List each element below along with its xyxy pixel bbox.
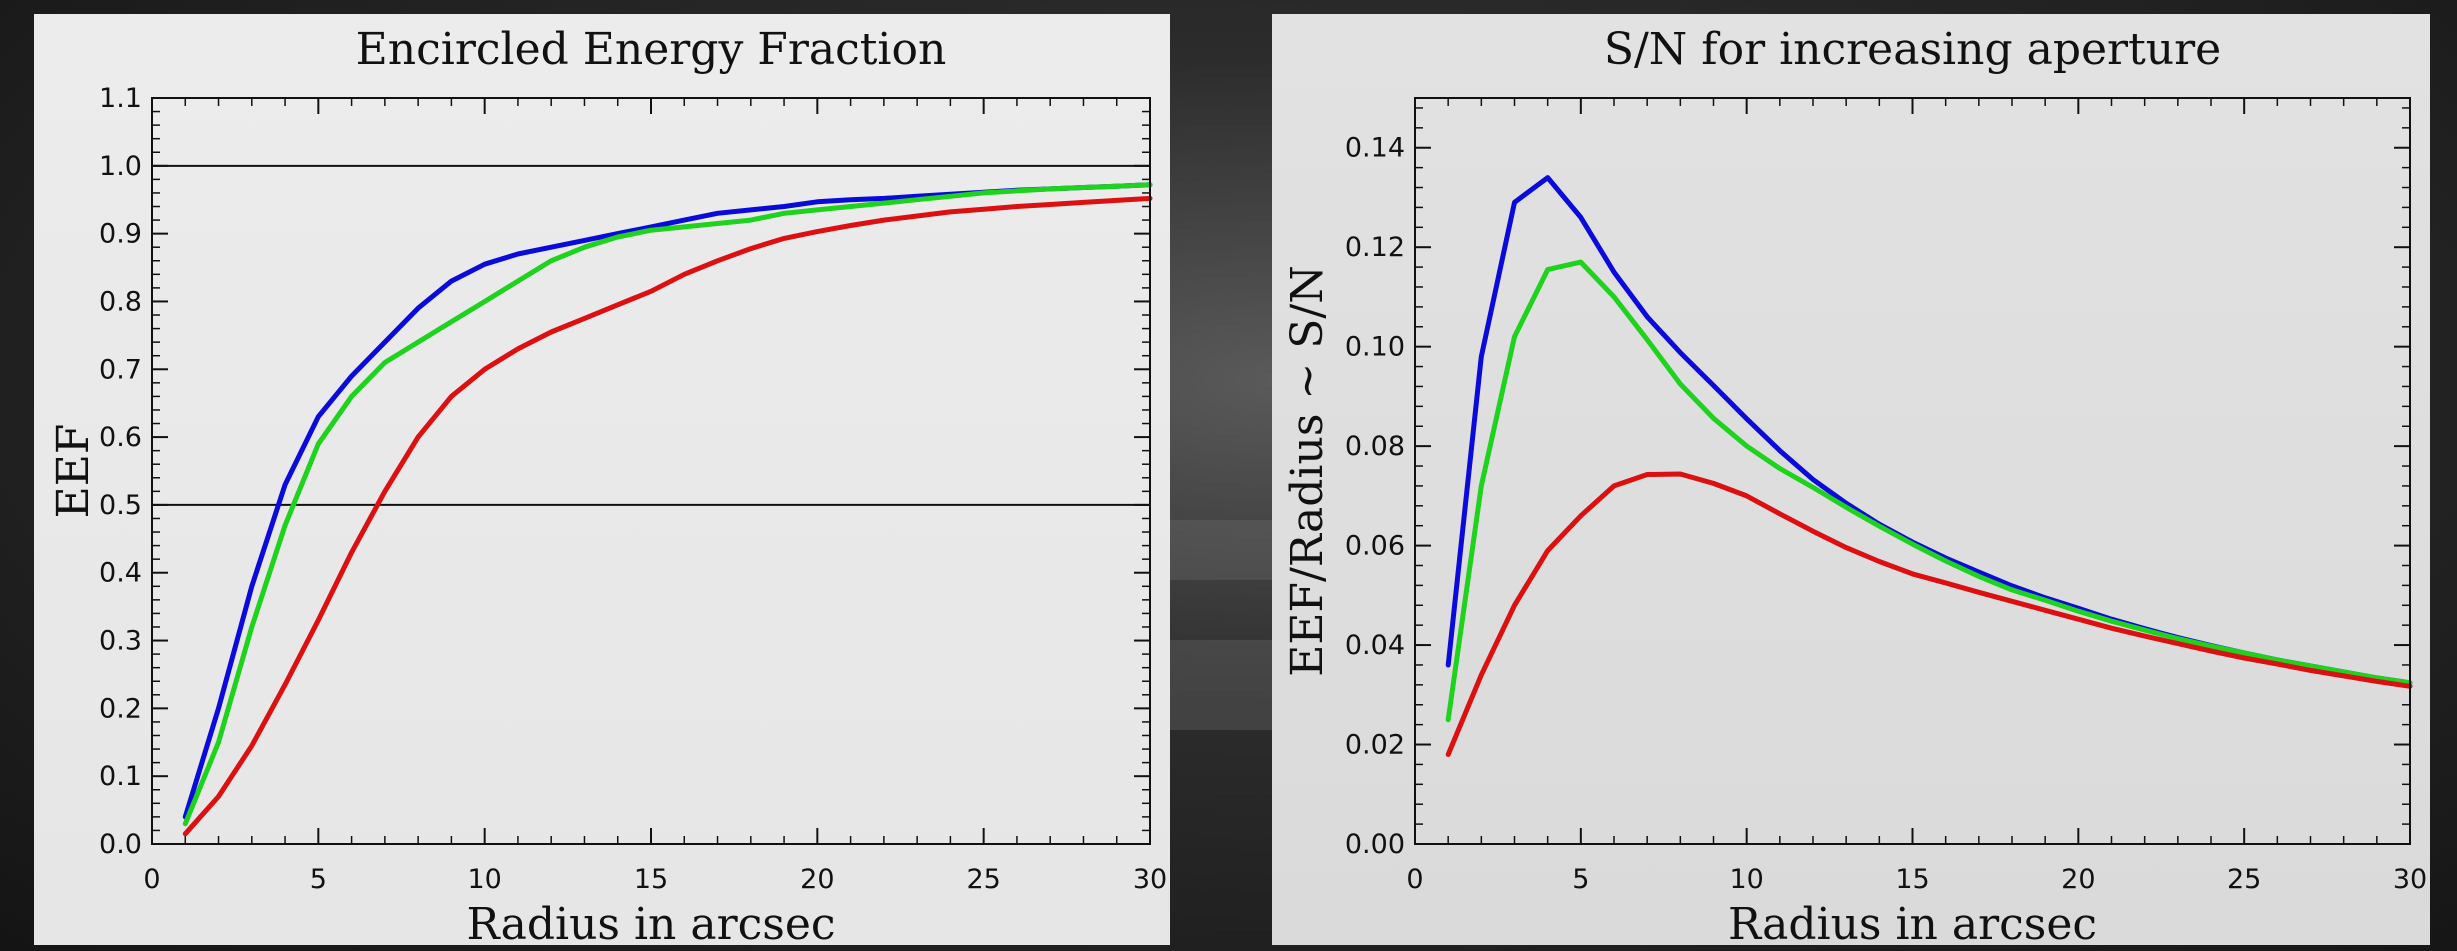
eef-chart: Encircled Energy Fraction Radius in arcse… xyxy=(48,24,1167,945)
y-tick-label: 0.8 xyxy=(99,286,142,317)
series-line-2 xyxy=(1445,259,2413,723)
y-tick-label: 0.02 xyxy=(1345,730,1405,761)
y-axis-label: EEF/Radius ~ S/N xyxy=(1282,265,1333,676)
y-tick-label: 0.04 xyxy=(1345,630,1405,661)
series-line-3 xyxy=(182,195,1153,837)
y-tick-label: 0.5 xyxy=(99,490,142,521)
y-tick-label: 0.10 xyxy=(1345,332,1405,363)
sn-chart: S/N for increasing aperture Radius in arc… xyxy=(1282,24,2427,945)
eef-chart-panel: Encircled Energy Fraction Radius in arcse… xyxy=(34,14,1170,945)
plot-frame xyxy=(151,97,1151,845)
series-line-3 xyxy=(1445,471,2413,757)
plot-frame xyxy=(1414,97,2411,845)
y-tick-label: 0.9 xyxy=(99,219,142,250)
y-tick-label: 0.3 xyxy=(99,626,142,657)
y-tick-label: 0.2 xyxy=(99,693,142,724)
x-tick-label: 30 xyxy=(2393,864,2427,895)
y-axis-label: EEF xyxy=(48,424,99,519)
series-line-1 xyxy=(182,182,1153,820)
y-tick-label: 1.0 xyxy=(99,151,142,182)
x-tick-label: 15 xyxy=(1895,864,1929,895)
chart-title: S/N for increasing aperture xyxy=(1604,24,2221,75)
x-tick-label: 20 xyxy=(800,864,834,895)
y-tick-label: 0.00 xyxy=(1345,829,1405,860)
sn-chart-panel: S/N for increasing aperture Radius in arc… xyxy=(1272,14,2430,945)
x-tick-label: 15 xyxy=(634,864,668,895)
x-axis-label: Radius in arcsec xyxy=(1728,899,2097,945)
y-tick-label: 0.08 xyxy=(1345,431,1405,462)
x-tick-label: 25 xyxy=(2227,864,2261,895)
y-tick-label: 0.4 xyxy=(99,558,142,589)
chart-title: Encircled Energy Fraction xyxy=(356,24,947,75)
x-tick-label: 5 xyxy=(1572,864,1589,895)
x-tick-label: 10 xyxy=(467,864,501,895)
y-tick-label: 0.6 xyxy=(99,422,142,453)
series-line-1 xyxy=(1445,175,2413,686)
x-tick-label: 10 xyxy=(1729,864,1763,895)
y-tick-label: 1.1 xyxy=(99,83,142,114)
x-tick-label: 25 xyxy=(966,864,1000,895)
y-tick-label: 0.1 xyxy=(99,761,142,792)
background-streak xyxy=(1160,640,1290,730)
x-tick-label: 5 xyxy=(310,864,327,895)
x-axis-label: Radius in arcsec xyxy=(466,899,835,945)
x-tick-label: 30 xyxy=(1133,864,1167,895)
y-tick-label: 0.06 xyxy=(1345,531,1405,562)
y-tick-label: 0.7 xyxy=(99,354,142,385)
y-tick-label: 0.14 xyxy=(1345,133,1405,164)
series-line-2 xyxy=(182,182,1153,827)
x-tick-label: 0 xyxy=(1406,864,1423,895)
x-tick-label: 0 xyxy=(143,864,160,895)
y-tick-label: 0.12 xyxy=(1345,232,1405,263)
y-tick-label: 0.0 xyxy=(99,829,142,860)
x-tick-label: 20 xyxy=(2061,864,2095,895)
